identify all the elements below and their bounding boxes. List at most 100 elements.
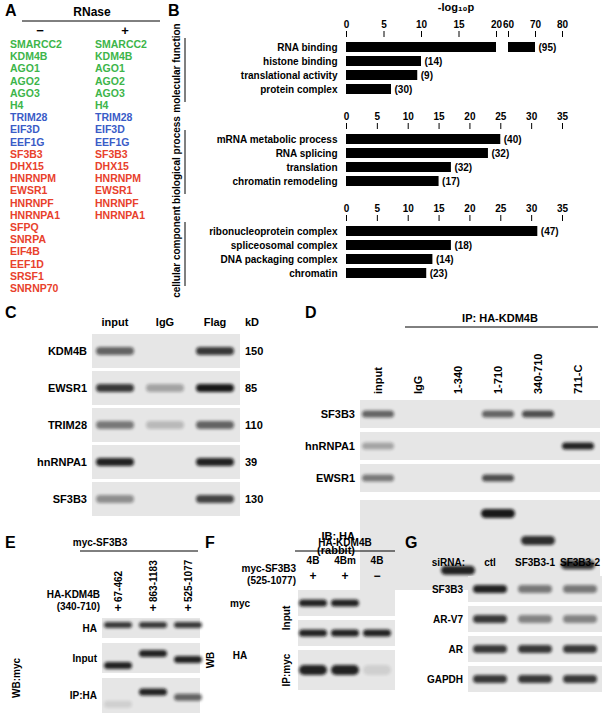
svg-text:20: 20 [464, 111, 476, 122]
svg-text:AR: AR [449, 644, 464, 655]
svg-text:HNRNPF: HNRNPF [10, 197, 54, 209]
svg-text:EWSR1: EWSR1 [48, 382, 87, 394]
svg-text:+: + [149, 601, 156, 615]
svg-text:myc-SF3B3: myc-SF3B3 [73, 537, 128, 548]
svg-text:HA: HA [83, 623, 97, 634]
svg-text:HA-KDM4B: HA-KDM4B [47, 589, 100, 600]
svg-text:863-1183: 863-1183 [148, 560, 159, 602]
svg-text:HNRNPF: HNRNPF [95, 197, 139, 209]
svg-text:80: 80 [557, 19, 569, 30]
svg-text:+: + [309, 569, 316, 583]
svg-text:-log₁₀p: -log₁₀p [438, 1, 475, 13]
svg-text:35: 35 [557, 111, 569, 122]
svg-text:15: 15 [453, 19, 465, 30]
svg-text:15: 15 [434, 203, 446, 214]
svg-text:RNA splicing: RNA splicing [276, 148, 338, 159]
svg-text:ribonucleoprotein complex: ribonucleoprotein complex [209, 226, 338, 237]
svg-text:AGO2: AGO2 [10, 75, 40, 87]
svg-text:(340-710): (340-710) [57, 601, 100, 612]
svg-text:translational activity: translational activity [241, 70, 338, 81]
svg-text:EEF1G: EEF1G [10, 136, 44, 148]
svg-text:WB:myc: WB:myc [11, 658, 22, 698]
svg-text:myc: myc [230, 598, 250, 609]
svg-text:cellular component: cellular component [171, 205, 182, 297]
svg-text:525-1077: 525-1077 [183, 559, 194, 602]
svg-text:AR-V7: AR-V7 [433, 614, 463, 625]
svg-text:(18): (18) [454, 240, 472, 251]
svg-text:SF3B3: SF3B3 [95, 148, 128, 160]
svg-text:AGO3: AGO3 [95, 87, 125, 99]
svg-text:−: − [36, 23, 44, 38]
svg-text:4B: 4B [307, 555, 320, 566]
svg-text:chromatin remodeling: chromatin remodeling [232, 176, 337, 187]
svg-text:20: 20 [464, 203, 476, 214]
svg-text:(14): (14) [436, 254, 454, 265]
svg-text:SRSF1: SRSF1 [10, 270, 44, 282]
svg-text:(32): (32) [491, 148, 509, 159]
svg-text:WB: WB [205, 652, 216, 669]
svg-text:RNase: RNase [73, 5, 111, 19]
svg-text:IgG: IgG [412, 376, 424, 394]
svg-text:SMARCC2: SMARCC2 [10, 38, 62, 50]
svg-text:4Bm: 4Bm [334, 555, 356, 566]
svg-text:SNRPA: SNRPA [10, 233, 46, 245]
svg-text:5: 5 [375, 111, 381, 122]
svg-text:A: A [5, 2, 17, 19]
svg-text:myc-SF3B3: myc-SF3B3 [242, 563, 297, 574]
svg-text:AGO1: AGO1 [10, 62, 40, 74]
svg-text:EIF4B: EIF4B [10, 245, 40, 257]
svg-text:EEF1G: EEF1G [95, 136, 129, 148]
svg-text:1-710: 1-710 [492, 366, 504, 394]
svg-text:E: E [5, 534, 16, 551]
svg-text:4B: 4B [371, 555, 384, 566]
svg-text:30: 30 [526, 203, 538, 214]
svg-text:10: 10 [416, 19, 428, 30]
svg-text:EEF1D: EEF1D [10, 258, 44, 270]
svg-text:25: 25 [495, 203, 507, 214]
svg-text:KDM4B: KDM4B [95, 50, 133, 62]
svg-text:HA-KDM4B: HA-KDM4B [318, 537, 371, 548]
svg-text:110: 110 [245, 419, 263, 431]
svg-text:SF3B3: SF3B3 [53, 493, 87, 505]
svg-text:TRIM28: TRIM28 [10, 111, 48, 123]
svg-text:D: D [305, 304, 317, 321]
svg-text:Input: Input [73, 653, 98, 664]
svg-text:0: 0 [344, 19, 350, 30]
svg-text:SF3B3-1: SF3B3-1 [515, 557, 555, 568]
svg-text:input: input [102, 316, 129, 328]
svg-text:G: G [405, 534, 417, 551]
svg-text:340-710: 340-710 [532, 354, 544, 394]
svg-text:siRNA:: siRNA: [432, 557, 465, 568]
svg-text:SF3B3-2: SF3B3-2 [560, 557, 600, 568]
svg-text:IP: HA-KDM4B: IP: HA-KDM4B [462, 312, 538, 324]
svg-text:chromatin: chromatin [289, 268, 337, 279]
svg-text:RNA binding: RNA binding [277, 42, 337, 53]
svg-text:Input: Input [281, 605, 292, 630]
svg-text:EWSR1: EWSR1 [10, 184, 48, 196]
svg-text:histone binding: histone binding [263, 56, 337, 67]
svg-text:5: 5 [381, 19, 387, 30]
svg-text:HNRNPM: HNRNPM [10, 172, 56, 184]
svg-text:hnRNPA1: hnRNPA1 [305, 440, 355, 452]
svg-text:(47): (47) [541, 226, 559, 237]
svg-text:IP:myc: IP:myc [281, 653, 292, 686]
svg-text:translation: translation [286, 162, 337, 173]
svg-text:TRIM28: TRIM28 [95, 111, 133, 123]
svg-text:DHX15: DHX15 [95, 160, 129, 172]
svg-text:67-462: 67-462 [113, 570, 124, 602]
svg-text:(23): (23) [430, 268, 448, 279]
svg-text:(9): (9) [421, 70, 433, 81]
svg-text:(32): (32) [454, 162, 472, 173]
svg-text:ctl: ctl [484, 557, 496, 568]
svg-text:mRNA metabolic process: mRNA metabolic process [217, 134, 338, 145]
svg-text:15: 15 [434, 111, 446, 122]
svg-text:kD: kD [245, 316, 259, 328]
svg-text:711-C: 711-C [572, 365, 584, 394]
svg-text:AGO3: AGO3 [10, 87, 40, 99]
svg-text:DNA packaging complex: DNA packaging complex [221, 254, 338, 265]
svg-text:H4: H4 [95, 99, 109, 111]
svg-text:EIF3D: EIF3D [10, 123, 40, 135]
svg-text:IgG: IgG [156, 316, 174, 328]
svg-text:+: + [121, 23, 129, 38]
svg-text:HA: HA [233, 650, 247, 661]
